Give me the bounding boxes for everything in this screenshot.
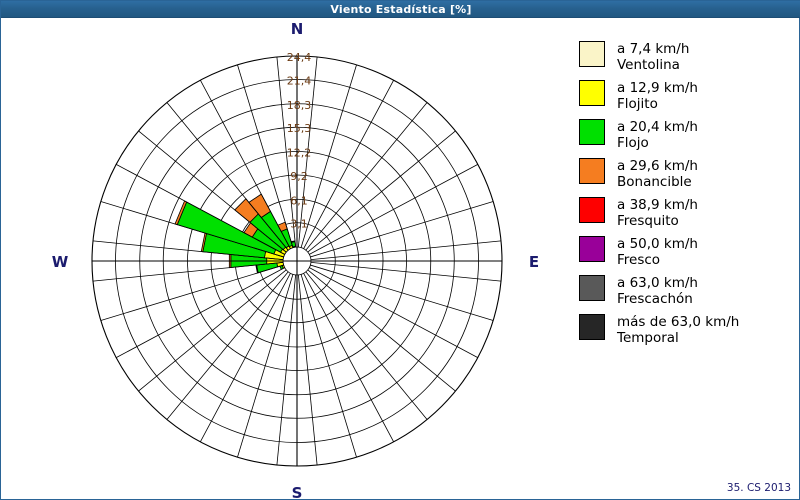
wind-rose-chart: 3,1 6,1 9,2 12,2 15,3 18,3 21,4 24,4 N E S W [52, 20, 539, 499]
grid-spoke [138, 130, 287, 253]
legend-category-name: Ventolina [617, 57, 680, 73]
legend-speed-range: a 50,0 km/h [617, 236, 698, 252]
radial-tick-label: 18,3 [287, 99, 312, 112]
grid-spoke [310, 240, 502, 261]
radial-tick-label: 9,2 [290, 170, 308, 183]
chart-surface: 3,1 6,1 9,2 12,2 15,3 18,3 21,4 24,4 N E S W [2, 19, 799, 499]
grid-spoke [307, 130, 456, 253]
legend-item[interactable]: a 50,0 km/h Fresco [579, 236, 794, 268]
legend-speed-range: a 20,4 km/h [617, 119, 698, 135]
legend-speed-range: a 7,4 km/h [617, 41, 690, 57]
legend-item[interactable]: más de 63,0 km/h Temporal [579, 314, 794, 346]
legend-color-swatch [579, 41, 605, 67]
legend-category-name: Flojo [617, 135, 649, 151]
legend-speed-range: a 12,9 km/h [617, 80, 698, 96]
window-titlebar: Viento Estadística [%] [1, 1, 800, 18]
grid-spoke [116, 164, 285, 255]
legend-color-swatch [579, 314, 605, 340]
grid-spoke [307, 269, 456, 392]
wind-rose-segment[interactable] [290, 240, 296, 243]
legend-label: a 29,6 km/h Bonancible [617, 158, 698, 190]
legend-color-swatch [579, 197, 605, 223]
radial-tick-label: 3,1 [290, 218, 308, 231]
legend-label: a 38,9 km/h Fresquito [617, 197, 698, 229]
legend-color-swatch [579, 236, 605, 262]
legend-item[interactable]: a 38,9 km/h Fresquito [579, 197, 794, 229]
grid-spoke [310, 261, 502, 282]
legend-label: a 20,4 km/h Flojo [617, 119, 698, 151]
grid-spoke [300, 274, 357, 458]
compass-label-south: S [292, 484, 303, 499]
legend-speed-range: a 38,9 km/h [617, 197, 698, 213]
window-title: Viento Estadística [%] [330, 2, 472, 16]
grid-spoke [310, 201, 494, 258]
legend-item[interactable]: a 63,0 km/h Frescachón [579, 275, 794, 307]
grid-spoke [200, 80, 291, 249]
grid-spoke [100, 264, 284, 321]
legend-category-name: Fresco [617, 252, 661, 268]
legend-speed-range: a 63,0 km/h [617, 275, 698, 291]
grid-spoke [138, 269, 287, 392]
grid-spoke [166, 271, 289, 420]
legend-item[interactable]: a 20,4 km/h Flojo [579, 119, 794, 151]
grid-spoke [92, 261, 284, 282]
legend-color-swatch [579, 119, 605, 145]
radial-tick-label: 24,4 [287, 51, 312, 64]
compass-labels: N E S W [52, 20, 539, 499]
legend-item[interactable]: a 29,6 km/h Bonancible [579, 158, 794, 190]
legend-label: a 63,0 km/h Frescachón [617, 275, 698, 307]
legend-label: a 50,0 km/h Fresco [617, 236, 698, 268]
legend-speed-range: a 29,6 km/h [617, 158, 698, 174]
grid-spoke [276, 274, 297, 466]
radial-tick-label: 6,1 [290, 194, 308, 207]
grid-spoke [237, 64, 294, 248]
legend-item[interactable]: a 7,4 km/h Ventolina [579, 41, 794, 73]
radial-tick-labels: 3,1 6,1 9,2 12,2 15,3 18,3 21,4 24,4 [287, 51, 312, 231]
compass-label-north: N [291, 20, 304, 38]
grid-spoke [276, 56, 297, 248]
polar-axes [92, 56, 502, 466]
legend-color-swatch [579, 275, 605, 301]
compass-label-east: E [529, 253, 539, 271]
legend-category-name: Fresquito [617, 213, 679, 229]
grid-spoke [297, 56, 318, 248]
grid-spoke [92, 240, 284, 261]
grid-spoke [116, 267, 285, 358]
legend: a 7,4 km/h Ventolina a 12,9 km/h Flojito a 2… [579, 41, 794, 353]
legend-label: a 7,4 km/h Ventolina [617, 41, 689, 73]
grid-spoke [303, 273, 394, 442]
grid-spoke [200, 273, 291, 442]
legend-category-name: Bonancible [617, 174, 692, 190]
grid-spoke [305, 271, 428, 420]
radial-tick-label: 15,3 [287, 122, 312, 135]
attribution-text: 35. CS 2013 [726, 482, 791, 494]
legend-label: a 12,9 km/h Flojito [617, 80, 698, 112]
grid-spoke [303, 80, 394, 249]
legend-category-name: Flojito [617, 96, 658, 112]
radial-tick-label: 12,2 [287, 147, 312, 160]
legend-label: más de 63,0 km/h Temporal [617, 314, 739, 346]
legend-category-name: Temporal [617, 330, 679, 346]
legend-color-swatch [579, 158, 605, 184]
radial-tick-label: 21,4 [287, 74, 312, 87]
grid-spoke [309, 267, 478, 358]
legend-item[interactable]: a 12,9 km/h Flojito [579, 80, 794, 112]
grid-spoke [297, 274, 318, 466]
compass-label-west: W [52, 253, 69, 271]
grid-spoke [300, 64, 357, 248]
grid-spoke [310, 264, 494, 321]
grid-spoke [166, 102, 289, 251]
legend-category-name: Frescachón [617, 291, 693, 307]
legend-speed-range: más de 63,0 km/h [617, 314, 740, 330]
grid-spoke [305, 102, 428, 251]
grid-spoke [309, 164, 478, 255]
grid-spoke [237, 274, 294, 458]
grid-spoke [100, 201, 284, 258]
legend-color-swatch [579, 80, 605, 106]
